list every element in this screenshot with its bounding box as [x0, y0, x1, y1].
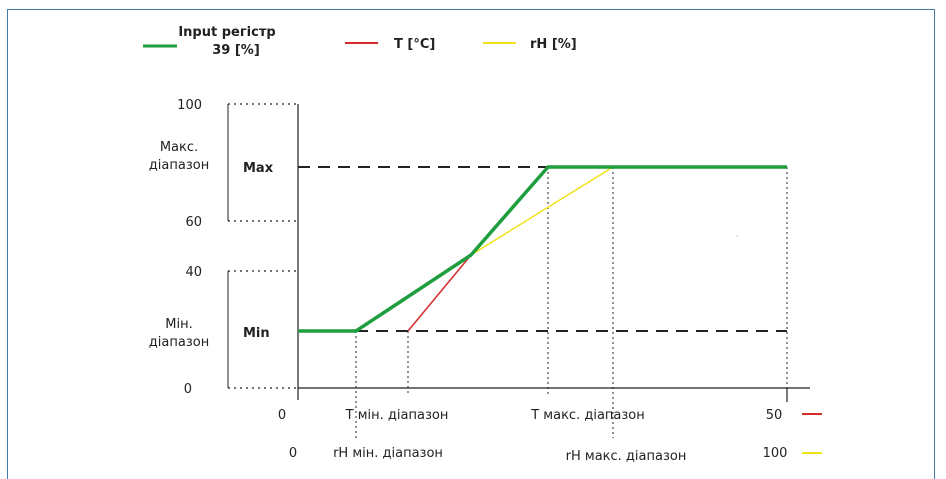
y-tick-dotted-lines	[228, 103, 298, 389]
y-tick-60: 60	[185, 215, 202, 230]
x-rh-min-label: rH мін. діапазон	[333, 446, 443, 461]
x-rh-start: 0	[289, 446, 297, 461]
max-level-label: Max	[243, 161, 274, 176]
x-rh-end: 100	[763, 446, 788, 461]
x-guide-dotted-lines	[355, 167, 788, 438]
y-tick-40: 40	[185, 265, 202, 280]
y-tick-100: 100	[177, 98, 202, 113]
legend-t-label: T [°C]	[394, 37, 435, 52]
diagram-frame	[7, 9, 935, 479]
x-t-min-label: T мін. діапазон	[345, 408, 449, 423]
x-t-end: 50	[766, 408, 783, 423]
min-range-label-line1: Мін.	[165, 317, 192, 332]
legend-input-label-line2: 39 [%]	[212, 43, 260, 58]
legend-input-label-line1: Input регістр	[178, 25, 275, 40]
t-curve	[407, 254, 472, 332]
legend-rh-label: rH [%]	[530, 37, 577, 52]
max-range-label-line2: діапазон	[149, 158, 209, 173]
y-tick-0: 0	[184, 382, 192, 397]
min-level-label: Min	[243, 326, 270, 341]
min-range-label-line2: діапазон	[149, 335, 209, 350]
x-rh-max-label: rH макс. діапазон	[566, 449, 687, 464]
stray-dot	[736, 235, 738, 237]
x-t-max-label: T макс. діапазон	[530, 408, 645, 423]
input-register-curve	[298, 165, 787, 333]
x-t-start: 0	[278, 408, 286, 423]
max-range-label-line1: Макс.	[160, 140, 198, 155]
rh-curve	[470, 166, 614, 256]
